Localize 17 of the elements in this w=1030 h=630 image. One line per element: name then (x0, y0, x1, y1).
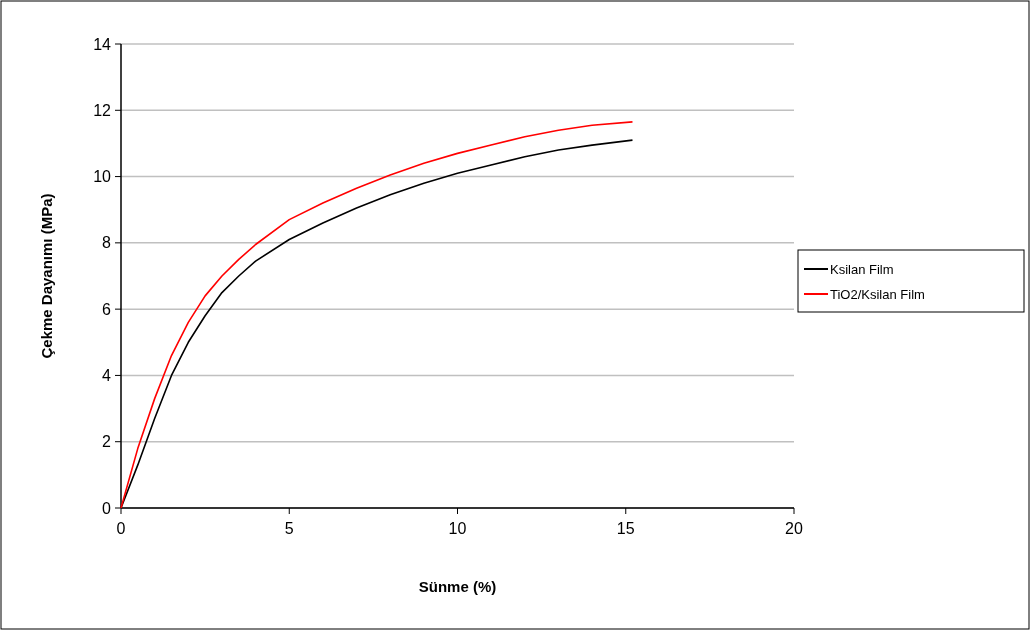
x-axis-title: Sünme (%) (418, 578, 497, 595)
y-tick-label: 0 (102, 499, 112, 517)
y-tick-label: 14 (93, 35, 112, 53)
y-tick-label: 2 (102, 433, 112, 451)
y-tick-label: 4 (102, 367, 112, 385)
y-tick-label: 8 (102, 234, 112, 252)
y-axis-title: Çekme Dayanımı (MPa) (38, 193, 55, 359)
x-tick-label: 5 (284, 520, 294, 537)
y-tick-label: 10 (93, 168, 112, 186)
y-tick-label: 6 (102, 300, 112, 318)
legend-label: Ksilan Film (830, 261, 894, 277)
x-tick-label: 10 (448, 520, 467, 537)
y-tick-label: 12 (93, 101, 112, 119)
x-tick-label: 15 (616, 520, 635, 537)
x-tick-label: 20 (785, 520, 803, 537)
x-tick-label: 0 (116, 520, 126, 537)
legend-label: TiO2/Ksilan Film (830, 286, 925, 302)
